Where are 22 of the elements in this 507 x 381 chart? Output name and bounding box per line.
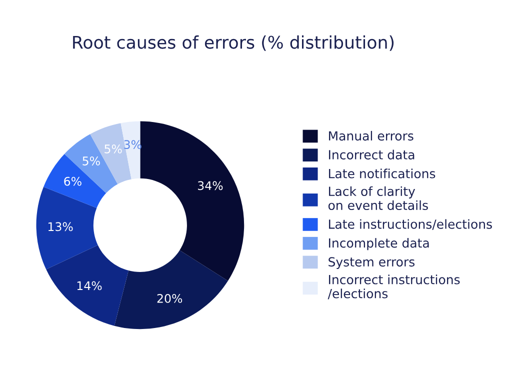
chart-title: Root causes of errors (% distribution) bbox=[73, 35, 394, 51]
legend-label: Late notifications bbox=[329, 168, 436, 178]
legend-label: Incorrect data bbox=[329, 150, 414, 160]
legend-label: Incorrect instructions /elections bbox=[328, 274, 460, 300]
legend-label: Lack of clarity on event details bbox=[328, 186, 428, 210]
data-label: 34% bbox=[198, 181, 223, 190]
data-label: 13% bbox=[48, 222, 73, 232]
legend-label: Incomplete data bbox=[329, 238, 429, 250]
donut-slice bbox=[140, 121, 244, 281]
donut-slice bbox=[36, 186, 98, 270]
data-label: 14% bbox=[77, 281, 102, 290]
legend-label: Late instructions/elections bbox=[329, 219, 492, 230]
data-label: 6% bbox=[64, 176, 82, 186]
legend-label: System errors bbox=[328, 257, 415, 269]
donut-slice bbox=[114, 250, 228, 330]
legend-label: Manual errors bbox=[329, 130, 414, 141]
data-label: 20% bbox=[157, 294, 182, 303]
donut-slice bbox=[44, 154, 106, 208]
donut-slice bbox=[120, 121, 140, 180]
data-label: 5% bbox=[104, 144, 122, 154]
data-label: 5% bbox=[82, 156, 100, 166]
donut-slice bbox=[46, 245, 129, 326]
